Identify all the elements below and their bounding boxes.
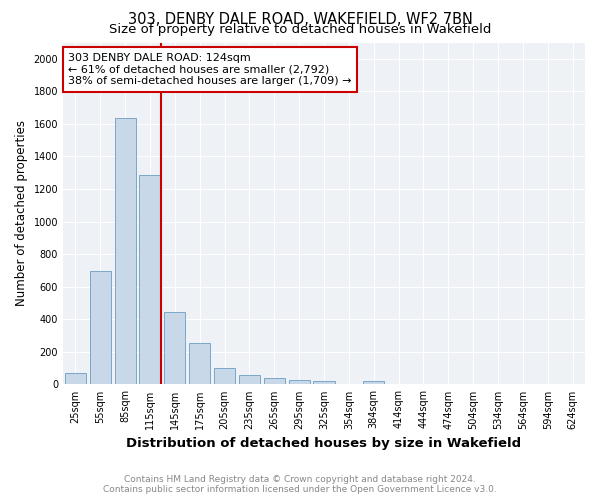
Bar — [115, 118, 136, 384]
Bar — [139, 175, 161, 384]
X-axis label: Distribution of detached houses by size in Wakefield: Distribution of detached houses by size … — [127, 437, 521, 450]
Bar — [65, 374, 86, 384]
Bar — [264, 378, 285, 384]
Bar — [313, 382, 335, 384]
Text: Contains HM Land Registry data © Crown copyright and database right 2024.
Contai: Contains HM Land Registry data © Crown c… — [103, 474, 497, 494]
Text: 303 DENBY DALE ROAD: 124sqm
← 61% of detached houses are smaller (2,792)
38% of : 303 DENBY DALE ROAD: 124sqm ← 61% of det… — [68, 53, 352, 86]
Bar — [214, 368, 235, 384]
Text: 303, DENBY DALE ROAD, WAKEFIELD, WF2 7BN: 303, DENBY DALE ROAD, WAKEFIELD, WF2 7BN — [128, 12, 472, 28]
Bar — [239, 376, 260, 384]
Bar — [289, 380, 310, 384]
Bar — [90, 272, 111, 384]
Y-axis label: Number of detached properties: Number of detached properties — [15, 120, 28, 306]
Bar — [363, 381, 384, 384]
Text: Size of property relative to detached houses in Wakefield: Size of property relative to detached ho… — [109, 22, 491, 36]
Bar — [164, 312, 185, 384]
Bar — [189, 343, 211, 384]
